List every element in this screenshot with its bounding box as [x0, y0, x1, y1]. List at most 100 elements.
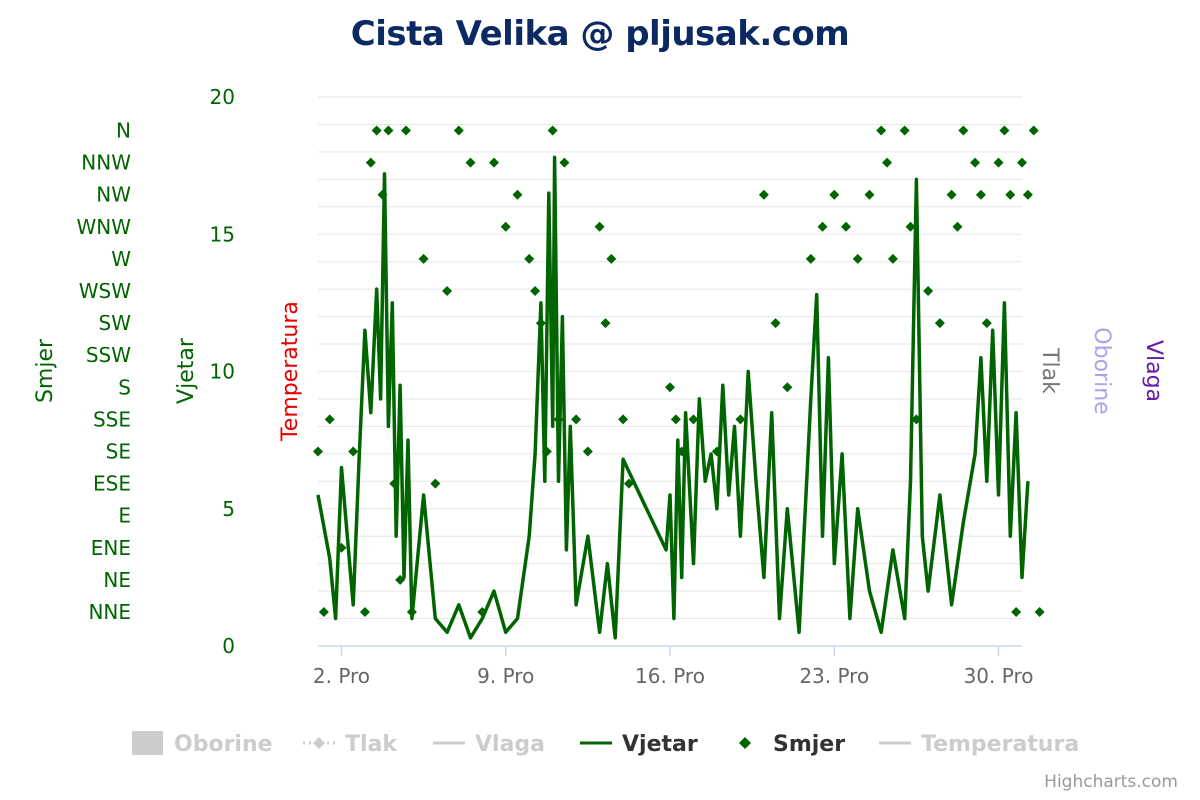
- vjetar-point: [798, 631, 800, 633]
- smjer-point: [489, 157, 499, 168]
- vjetar-point: [561, 316, 563, 318]
- smjer-point: [401, 125, 411, 136]
- vjetar-point: [346, 535, 348, 537]
- smjer-point: [782, 382, 793, 393]
- vjetar-point: [880, 631, 882, 633]
- tlak-axis-title: Tlak: [1037, 347, 1062, 394]
- vjetar-point: [849, 618, 851, 620]
- vjetar-point: [528, 535, 530, 537]
- smjer-point: [313, 446, 323, 457]
- smjer-point: [618, 414, 629, 425]
- smjer-point: [594, 221, 605, 232]
- legend-item-vjetar[interactable]: Vjetar: [580, 732, 698, 757]
- smjer-point: [623, 478, 634, 489]
- smjer-point: [559, 157, 570, 168]
- vjetar-axis-title: Vjetar: [174, 337, 199, 404]
- vjetar-point: [335, 618, 337, 620]
- smjer-point: [770, 318, 781, 329]
- smjer-point: [958, 125, 969, 136]
- vjetar-point: [565, 549, 567, 551]
- legend-item-temperatura[interactable]: Temperatura: [879, 732, 1079, 757]
- vjetar-point: [998, 494, 1000, 496]
- smjer-point: [547, 125, 558, 136]
- vjetar-point: [665, 549, 667, 551]
- smjer-point: [512, 189, 523, 200]
- smjer-tick-label: SSE: [93, 407, 131, 431]
- smjer-point: [377, 189, 388, 200]
- vjetar-point: [340, 467, 342, 469]
- smjer-point: [600, 318, 611, 329]
- smjer-point: [571, 414, 582, 425]
- smjer-point: [395, 574, 406, 585]
- legend-item-smjer[interactable]: Smjer: [739, 732, 845, 757]
- legend-item-vlaga[interactable]: Vlaga: [433, 732, 545, 757]
- smjer-point: [923, 286, 934, 296]
- vjetar-point: [548, 192, 550, 194]
- legend-symbol: [739, 737, 751, 749]
- vjetar-point: [669, 494, 671, 496]
- vjetar-point: [763, 576, 765, 578]
- smjer-point: [735, 414, 746, 425]
- vjetar-point: [395, 535, 397, 537]
- vjetar-point: [614, 637, 616, 639]
- legend-item-oborine[interactable]: Oborine: [132, 731, 273, 757]
- smjer-tick-label: NE: [103, 568, 131, 592]
- smjer-tick-label: NNE: [88, 600, 131, 624]
- legend-label: Temperatura: [921, 732, 1079, 757]
- vjetar-point: [980, 357, 982, 359]
- x-tick-label: 16. Pro: [635, 664, 705, 688]
- vjetar-point: [446, 631, 448, 633]
- smjer-point: [606, 253, 617, 264]
- vjetar-point: [458, 604, 460, 606]
- vjetar-point: [493, 590, 495, 592]
- vjetar-point: [692, 563, 694, 565]
- vjetar-point: [569, 425, 571, 427]
- oborine-axis-title: Oborine: [1089, 327, 1114, 414]
- smjer-point: [887, 253, 898, 264]
- vjetar-point: [470, 637, 472, 639]
- axis-layer: Smjer Vjetar Temperatura Tlak Oborine Vl…: [33, 301, 1166, 442]
- vjetar-point: [939, 494, 941, 496]
- smjer-point: [348, 446, 359, 457]
- smjer-point: [670, 414, 681, 425]
- smjer-point: [582, 446, 593, 457]
- vjetar-point: [317, 494, 319, 496]
- smjer-point: [318, 607, 329, 617]
- smjer-point: [371, 125, 382, 136]
- smjer-point: [553, 414, 564, 425]
- vjetar-point: [904, 618, 906, 620]
- vjetar-point: [364, 329, 366, 331]
- vjetar-point: [606, 563, 608, 565]
- vjetar-point: [403, 576, 405, 578]
- vjetar-point: [747, 371, 749, 372]
- smjer-point: [993, 157, 1004, 168]
- vjetar-point: [358, 458, 360, 460]
- smjer-tick-label: SSW: [86, 343, 131, 367]
- vjetar-point: [387, 425, 389, 427]
- vjetar-tick-label: 0: [222, 634, 235, 658]
- vjetar-point: [986, 480, 988, 482]
- smjer-point: [406, 607, 417, 617]
- legend-symbol-marker: [313, 737, 325, 749]
- x-tick-label: 2. Pro: [313, 664, 370, 688]
- series-vjetar-line: [316, 155, 1030, 640]
- smjer-tick-label: NNW: [81, 151, 131, 175]
- vjetar-point: [646, 508, 648, 510]
- smjer-point: [389, 478, 400, 489]
- ticks-layer: 0 5 10 15 20 NNE NE ENE E ESE SE SSE S SSW SW WSW W WNW NW…: [76, 85, 1033, 688]
- vjetar-point: [677, 439, 679, 441]
- smjer-point: [852, 253, 863, 264]
- legend-symbol: [132, 731, 163, 755]
- vjetar-point: [423, 494, 425, 496]
- vjetar-point: [734, 425, 736, 427]
- legend-item-tlak[interactable]: Tlak: [303, 732, 398, 757]
- vjetar-point: [822, 535, 824, 537]
- smjer-point: [981, 318, 992, 329]
- credits-link[interactable]: Highcharts.com: [1044, 772, 1178, 792]
- vjetar-point: [554, 156, 556, 158]
- vjetar-point: [685, 412, 687, 414]
- smjer-tick-label: SE: [106, 440, 131, 464]
- smjer-point: [688, 414, 699, 425]
- vjetar-point: [352, 604, 354, 606]
- smjer-tick-label: SW: [99, 311, 132, 335]
